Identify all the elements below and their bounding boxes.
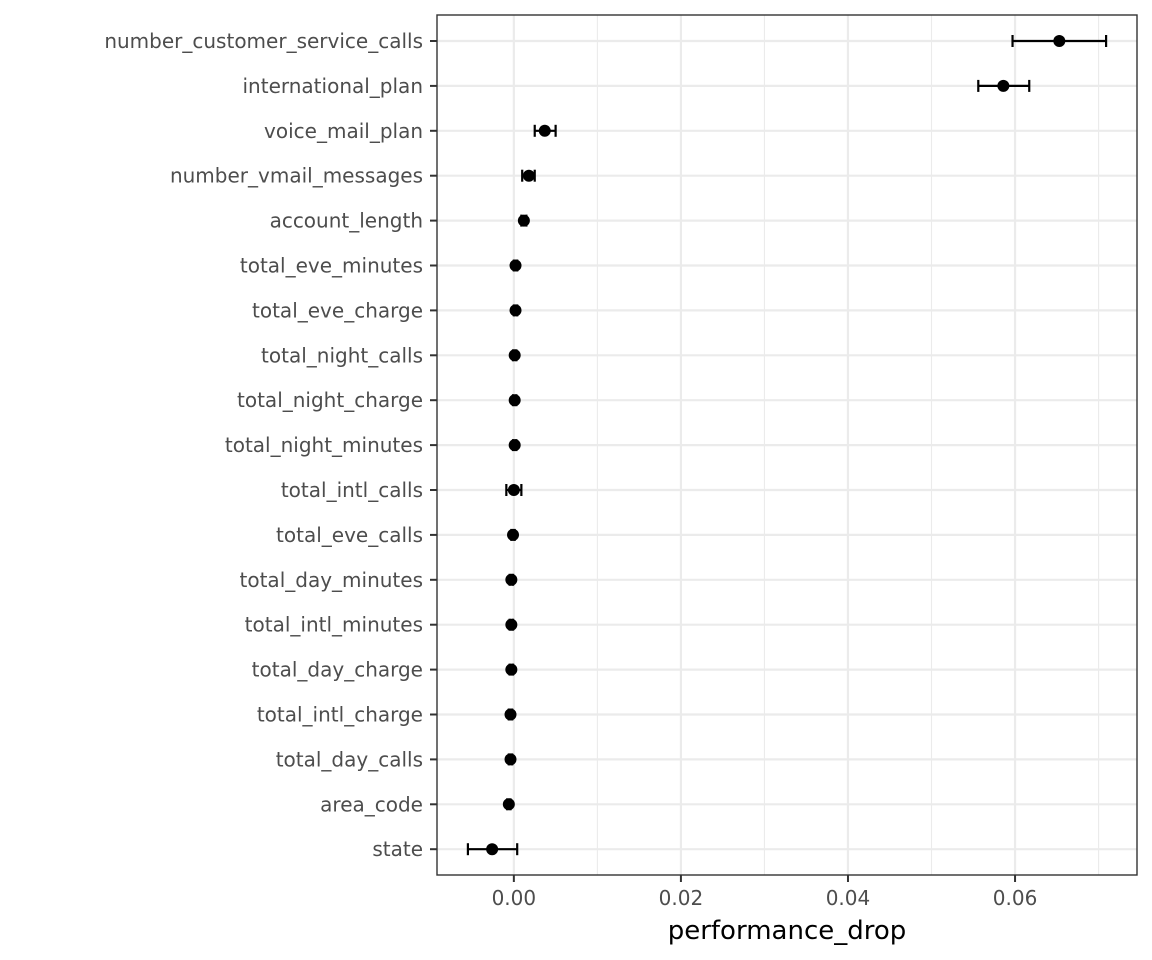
y-tick-label: account_length bbox=[270, 209, 423, 233]
y-tick-label: state bbox=[372, 837, 423, 861]
y-tick-label: number_vmail_messages bbox=[170, 164, 423, 188]
data-point bbox=[504, 753, 517, 766]
data-point bbox=[509, 304, 522, 317]
y-tick-label: international_plan bbox=[243, 74, 424, 98]
y-axis: number_customer_service_calls internation… bbox=[104, 29, 437, 861]
y-tick-label: total_night_charge bbox=[237, 388, 423, 412]
y-tick-label: total_eve_charge bbox=[252, 298, 423, 322]
x-tick-label: 0.06 bbox=[993, 886, 1038, 910]
data-point bbox=[505, 663, 518, 676]
x-tick-label: 0.02 bbox=[659, 886, 704, 910]
data-point bbox=[522, 169, 535, 182]
x-tick-label: 0.04 bbox=[826, 886, 871, 910]
y-tick-label: total_night_minutes bbox=[225, 433, 423, 457]
y-tick-label: total_day_minutes bbox=[240, 568, 423, 592]
data-point bbox=[1053, 35, 1066, 47]
data-point bbox=[507, 528, 520, 541]
data-point bbox=[486, 843, 499, 856]
x-axis-title: performance_drop bbox=[668, 916, 907, 946]
data-point bbox=[505, 573, 518, 586]
data-point bbox=[997, 79, 1010, 92]
data-point bbox=[517, 214, 530, 227]
y-tick-label: total_eve_calls bbox=[276, 523, 423, 547]
data-point bbox=[508, 349, 521, 362]
data-points bbox=[486, 35, 1066, 856]
data-point bbox=[508, 439, 521, 452]
data-point bbox=[509, 259, 522, 272]
x-tick-label: 0.00 bbox=[492, 886, 537, 910]
y-tick-label: total_intl_minutes bbox=[245, 613, 423, 637]
y-tick-label: number_customer_service_calls bbox=[104, 29, 423, 53]
y-tick-label: voice_mail_plan bbox=[264, 119, 423, 143]
y-tick-label: total_night_calls bbox=[261, 343, 423, 367]
x-axis: 0.00 0.02 0.04 0.06 bbox=[492, 875, 1038, 910]
data-point bbox=[504, 708, 517, 721]
y-tick-label: area_code bbox=[320, 792, 423, 816]
data-point bbox=[538, 124, 551, 137]
data-point bbox=[505, 618, 518, 631]
y-tick-label: total_day_calls bbox=[276, 747, 423, 771]
major-gridlines bbox=[437, 15, 1137, 875]
data-point bbox=[502, 798, 515, 811]
data-point bbox=[507, 484, 520, 496]
data-point bbox=[508, 394, 521, 407]
y-tick-label: total_intl_calls bbox=[281, 478, 423, 502]
y-tick-label: total_eve_minutes bbox=[240, 254, 423, 278]
y-tick-label: total_day_charge bbox=[252, 658, 423, 682]
y-tick-label: total_intl_charge bbox=[257, 703, 423, 727]
